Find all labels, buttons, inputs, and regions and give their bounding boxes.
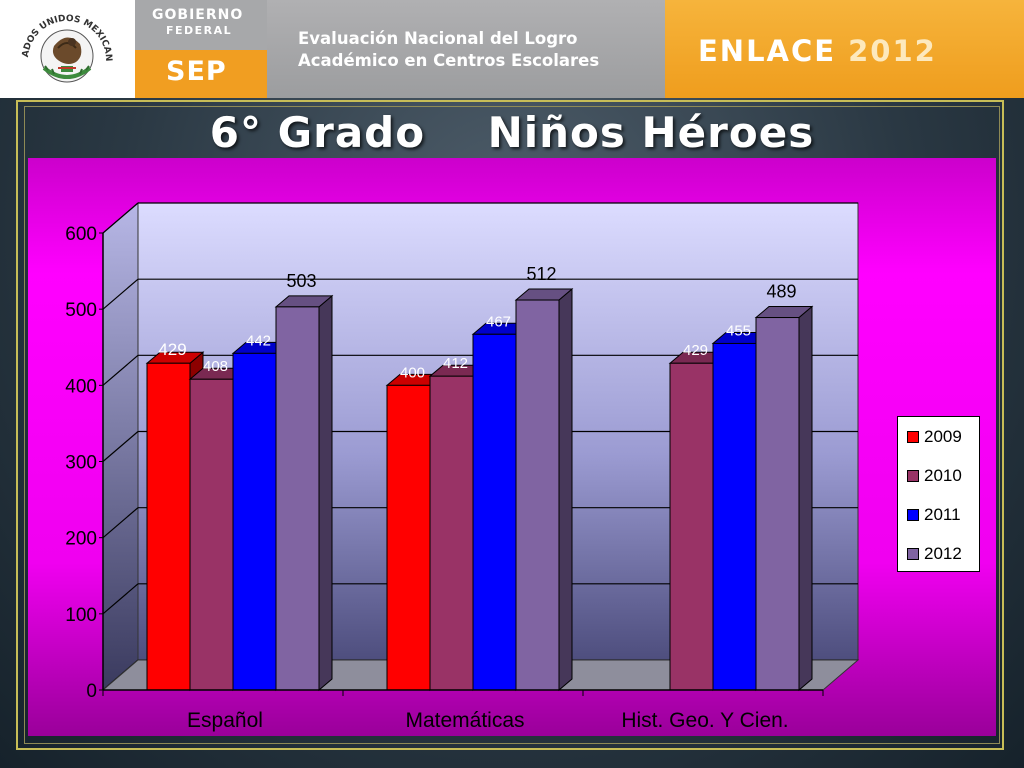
bar [146,362,191,691]
data-label: 512 [526,264,556,284]
data-label: 408 [203,358,228,375]
gridline-side [102,583,139,615]
data-label: 429 [683,342,708,359]
data-label: 467 [486,313,511,330]
legend-label: 2010 [924,466,962,485]
y-tick-label: 600 [65,224,97,245]
data-label: 489 [766,282,796,302]
slide-title-text: 6° Grado Niños Héroes [209,108,815,157]
y-tick-label: 500 [65,300,97,321]
legend-swatch [907,431,919,443]
y-tick-label: 100 [65,605,97,626]
data-label: 442 [246,332,271,349]
header-banner: ESTADOS UNIDOS MEXICANOS GOBIERNO FEDERA… [0,0,1024,98]
legend-swatch [907,548,919,560]
y-tick-label: 400 [65,376,97,397]
gridline-side [102,507,139,539]
bar-side [318,294,333,692]
bar-chart: 429 408 442 503 400 412 467 512 429 455 489 0 100 200… [65,201,860,732]
enlace-year: 2012 [848,34,937,68]
slide-frame [16,100,1004,750]
legend-label: 2009 [924,427,962,446]
chart-legend: 2009 2010 2011 2012 [897,416,980,572]
data-label: 455 [726,322,751,339]
evaluation-panel [267,0,665,98]
y-tick-label: 300 [65,453,97,474]
bar [515,299,560,691]
x-category-label: Hist. Geo. Y Cien. [621,709,788,732]
bar-side [798,305,813,692]
bar [386,384,431,691]
sep-panel [135,50,267,98]
enlace-label: ENLACE [698,34,837,68]
bar [712,342,757,691]
legend-swatch [907,509,919,521]
seal-panel: ESTADOS UNIDOS MEXICANOS [0,0,135,98]
bar [232,352,277,691]
gobierno-federal-logo: GOBIERNO FEDERAL [152,7,243,39]
evaluation-line-1: Evaluación Nacional del Logro [298,29,578,48]
legend-item: 2009 [907,427,962,447]
data-label: 503 [286,271,316,291]
evaluation-line-2: Académico en Centros Escolares [298,51,600,70]
bar [429,375,474,691]
legend-item: 2010 [907,466,962,486]
y-tick-label: 200 [65,529,97,550]
enlace-logo: ENLACE 2012 [698,34,937,68]
x-category-label: Español [187,709,263,732]
legend-swatch [907,470,919,482]
data-label: 412 [443,355,468,372]
data-label: 400 [400,364,425,381]
legend-label: 2011 [924,505,961,524]
slide-frame-inner [24,106,1000,744]
gridline-side [102,354,139,386]
legend-item: 2012 [907,544,962,564]
sep-logo: SEP [166,56,227,87]
gridline-side [102,431,139,462]
slide-title: 6° Grado Niños Héroes [0,108,1024,164]
gobierno-panel [135,0,267,50]
gobierno-label: GOBIERNO [152,7,244,23]
bar [472,333,517,691]
federal-label: FEDERAL [166,24,233,37]
legend-item: 2011 [907,505,961,525]
bar [189,378,234,691]
bar-side [558,287,573,692]
gridline-side [102,202,139,234]
data-label: 429 [158,340,186,359]
enlace-panel [665,0,1024,98]
evaluation-title: Evaluación Nacional del Logro Académico … [298,28,599,72]
bar [669,362,714,691]
bar [275,306,320,691]
y-tick-label: 0 [86,681,97,702]
bar [755,317,800,691]
legend-label: 2012 [924,544,962,563]
gridline-side [102,278,139,310]
mexican-seal-icon: ESTADOS UNIDOS MEXICANOS [14,4,113,83]
x-category-label: Matemáticas [405,709,524,732]
